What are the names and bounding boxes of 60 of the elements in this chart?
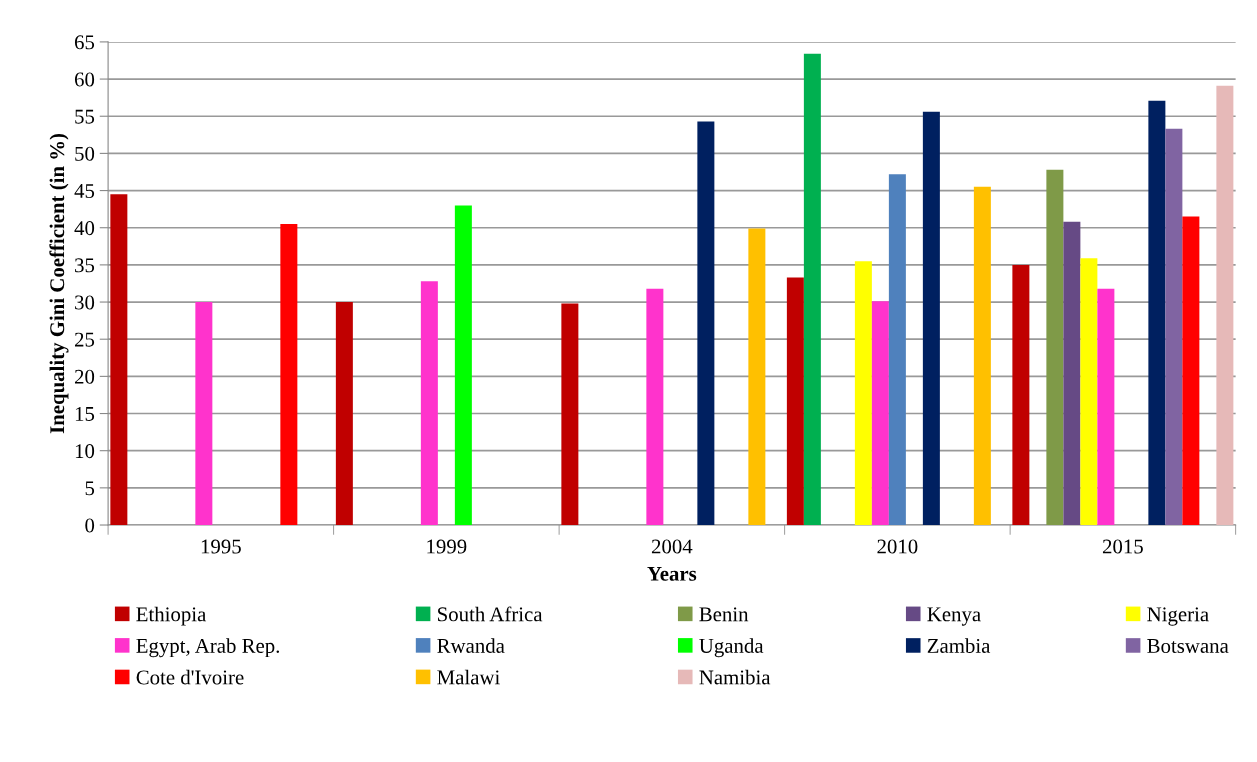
bar bbox=[1182, 216, 1200, 526]
bar bbox=[871, 301, 889, 526]
x-tick-label: 2010 bbox=[877, 539, 918, 554]
bar bbox=[195, 302, 213, 526]
bar bbox=[646, 288, 664, 526]
y-tick-label: 35 bbox=[75, 258, 95, 273]
legend-label: Ethiopia bbox=[136, 606, 207, 626]
y-tick-label: 30 bbox=[75, 295, 95, 310]
y-axis-title: Inequality Gini Coefficient (in %) bbox=[49, 133, 69, 434]
bar bbox=[1012, 264, 1030, 526]
bar bbox=[803, 53, 821, 526]
legend-label: Cote d'Ivoire bbox=[136, 669, 244, 685]
x-tick-label: 1995 bbox=[201, 539, 241, 554]
bar bbox=[280, 224, 298, 526]
legend-label: Kenya bbox=[927, 607, 981, 626]
bar bbox=[888, 174, 906, 526]
y-tick-label: 0 bbox=[85, 518, 95, 533]
bar bbox=[1216, 85, 1234, 526]
bar bbox=[1046, 169, 1064, 526]
legend-label: Uganda bbox=[699, 638, 764, 658]
bar bbox=[697, 121, 715, 526]
bar bbox=[922, 111, 940, 526]
bar bbox=[335, 302, 353, 526]
y-tick-label: 60 bbox=[74, 72, 95, 87]
bar bbox=[1063, 221, 1081, 526]
bar bbox=[786, 277, 804, 526]
y-tick-label: 40 bbox=[74, 221, 95, 236]
legend-label: Nigeria bbox=[1147, 607, 1209, 626]
bar bbox=[854, 261, 872, 526]
bar bbox=[561, 303, 579, 526]
y-tick-label: 5 bbox=[85, 481, 95, 496]
legend-label: Benin bbox=[699, 607, 749, 622]
bar bbox=[420, 281, 438, 526]
bar bbox=[454, 205, 472, 526]
y-tick-label: 20 bbox=[74, 369, 95, 384]
legend-label: Malawi bbox=[437, 669, 500, 685]
y-tick-label: 55 bbox=[75, 109, 95, 124]
x-tick-label: 2015 bbox=[1102, 539, 1143, 554]
y-tick-label: 15 bbox=[75, 407, 95, 421]
y-tick-label: 25 bbox=[74, 332, 95, 347]
bar bbox=[1097, 288, 1115, 526]
y-tick-label: 65 bbox=[74, 35, 95, 50]
y-tick-label: 45 bbox=[74, 184, 95, 198]
bar bbox=[1165, 128, 1183, 526]
legend-label: Egypt, Arab Rep. bbox=[136, 638, 280, 658]
legend-label: Zambia bbox=[927, 638, 991, 653]
y-tick-label: 10 bbox=[75, 444, 95, 459]
x-tick-label: 2004 bbox=[651, 539, 693, 554]
bar bbox=[110, 194, 128, 526]
legend-label: South Africa bbox=[438, 606, 543, 622]
bar bbox=[1080, 258, 1098, 526]
legend-label: Namibia bbox=[699, 669, 771, 685]
legend-label: Botswana bbox=[1147, 639, 1229, 653]
bar bbox=[973, 186, 991, 526]
x-axis-title: Years bbox=[647, 566, 697, 581]
bar bbox=[1148, 100, 1166, 526]
bar bbox=[748, 228, 766, 526]
x-tick-label: 1999 bbox=[427, 539, 467, 554]
legend-label: Rwanda bbox=[437, 638, 505, 653]
y-tick-label: 50 bbox=[75, 146, 95, 161]
